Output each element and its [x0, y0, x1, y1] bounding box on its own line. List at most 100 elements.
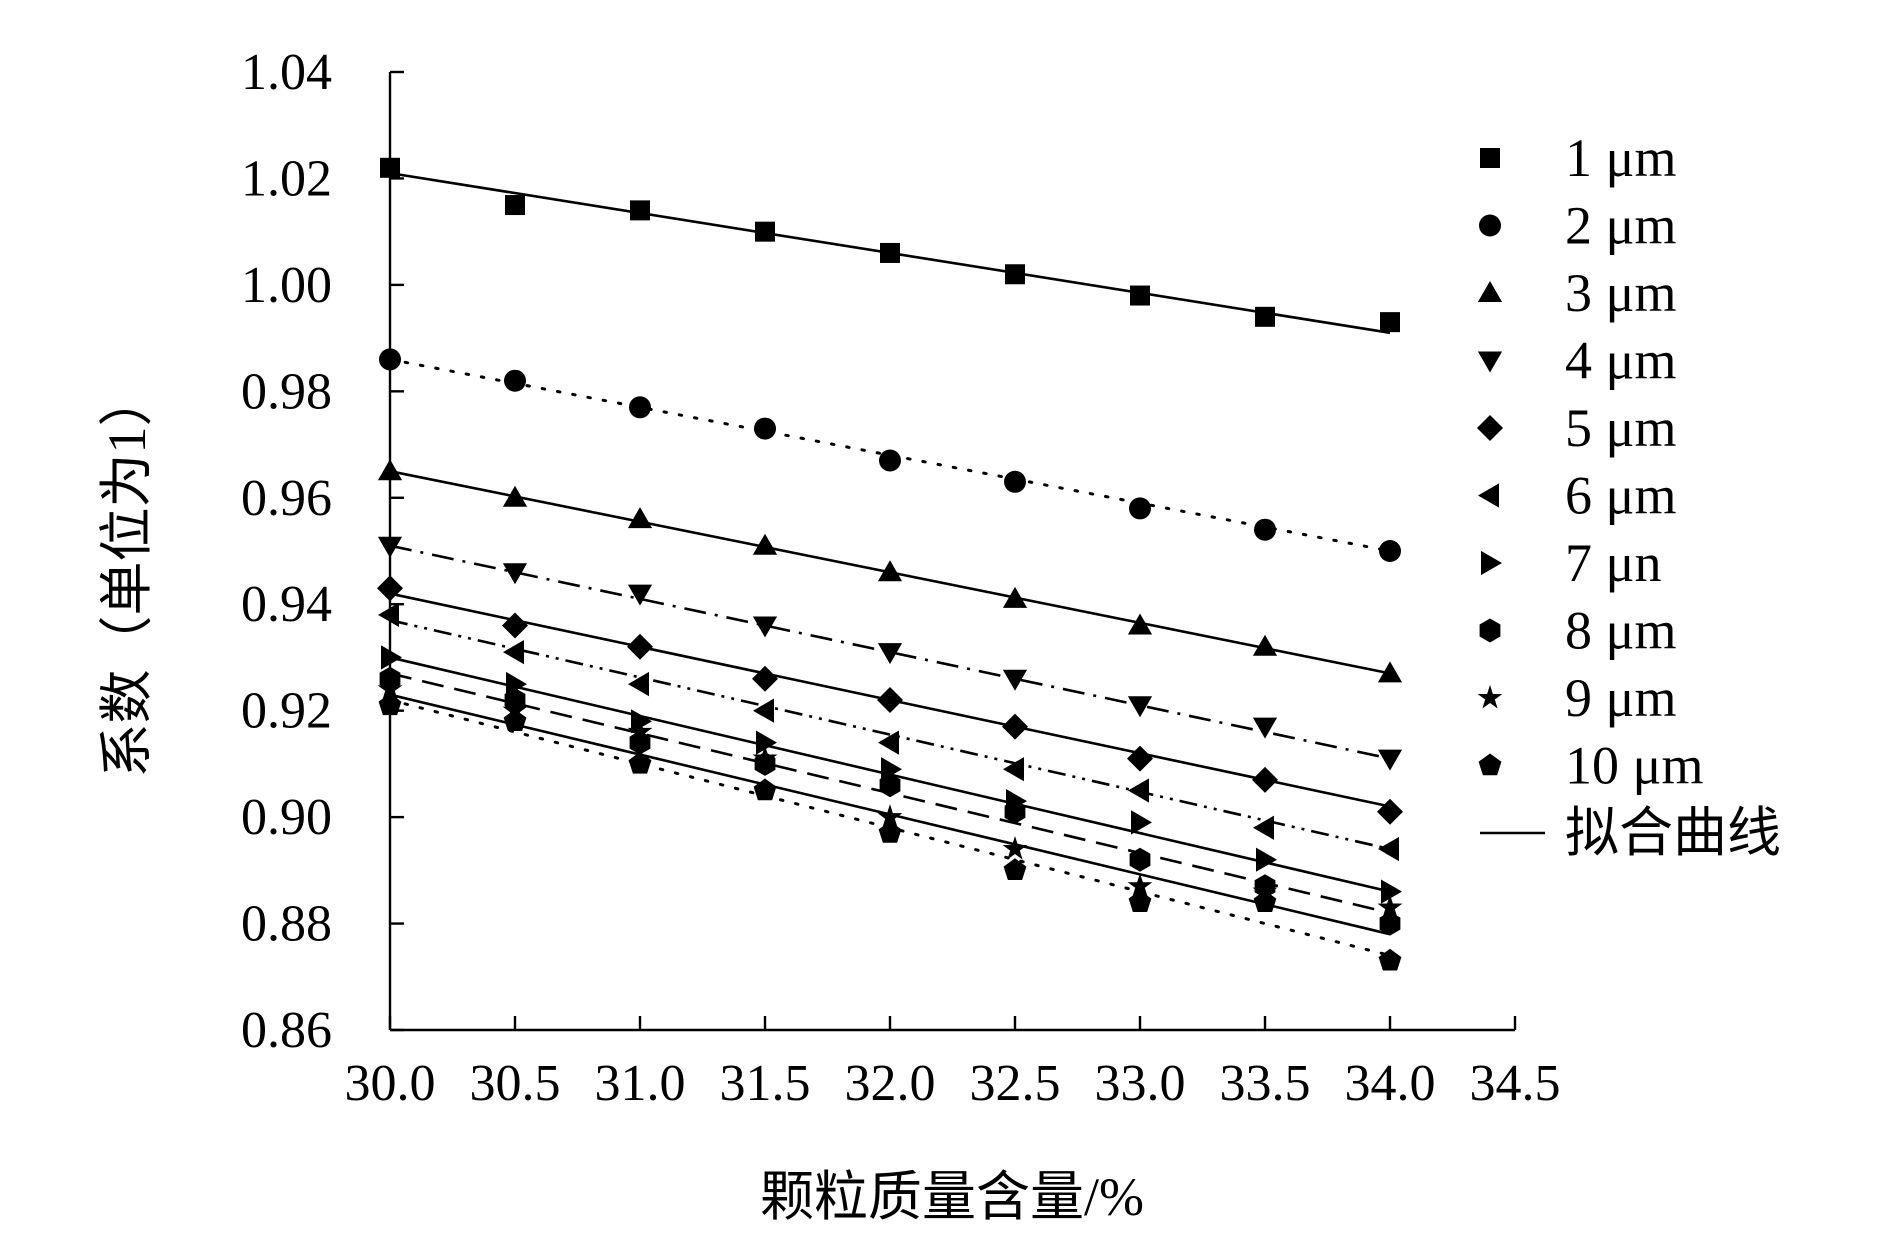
data-point [1004, 799, 1026, 824]
data-point [1255, 306, 1275, 327]
data-point [1377, 894, 1403, 919]
data-point [1003, 858, 1027, 880]
data-point [879, 773, 901, 798]
y-tick-label: 0.96 [241, 470, 332, 527]
data-point [629, 396, 651, 419]
data-point [752, 665, 778, 692]
ticks: 30.0 30.5 31.0 31.5 32.0 32.5 33.0 33.5 34.0 34.5… [241, 44, 1561, 1112]
series-10 [378, 693, 1402, 971]
x-tick-label: 33.5 [1220, 1055, 1311, 1112]
data-point [1003, 757, 1024, 782]
data-point [505, 195, 525, 216]
legend-label: 1 μm [1565, 128, 1676, 188]
data-point [627, 633, 653, 660]
y-tick-label: 0.88 [241, 896, 332, 953]
data-point [1377, 661, 1403, 683]
data-point [1004, 470, 1026, 493]
data-point [1381, 879, 1402, 904]
data-point [881, 757, 902, 782]
series-9 [377, 676, 1403, 936]
y-tick-label: 0.86 [241, 1002, 332, 1059]
fit-line [388, 698, 1392, 957]
y-axis-label: 系数（单位为1） [97, 373, 157, 778]
data-point [1377, 798, 1403, 825]
x-tick-label: 32.5 [970, 1055, 1061, 1112]
data-point [627, 719, 653, 743]
legend-label: 10 μm [1565, 736, 1703, 796]
legend-marker [1478, 483, 1499, 508]
legend: 1 μm 2 μm 3 μm 4 μm 5 μm 6 μm 7 μn 8 μm 9 μm 10 μ… [1477, 128, 1781, 863]
x-tick-label: 31.5 [720, 1055, 811, 1112]
data-point [1380, 312, 1400, 333]
legend-marker [1477, 351, 1503, 373]
data-point [1253, 890, 1277, 912]
data-point [630, 200, 650, 221]
data-point [877, 560, 903, 582]
data-point [1002, 586, 1028, 608]
legend-marker [1478, 753, 1502, 776]
data-point [502, 612, 528, 639]
y-tick-label: 1.02 [241, 150, 332, 207]
y-tick-label: 1.04 [241, 44, 332, 101]
x-tick-label: 31.0 [595, 1055, 686, 1112]
x-tick-label: 34.0 [1345, 1055, 1436, 1112]
legend-label: 8 μm [1565, 601, 1676, 661]
plot-area [377, 157, 1403, 971]
data-point [504, 369, 526, 392]
data-point [877, 643, 903, 665]
legend-label: 9 μm [1565, 668, 1676, 728]
data-point [631, 709, 652, 734]
data-point [1129, 847, 1151, 872]
legend-marker [1479, 618, 1501, 643]
data-point [756, 730, 777, 755]
data-point [1005, 264, 1025, 285]
data-point [1127, 873, 1153, 897]
data-point [1378, 948, 1402, 971]
legend-label: 拟合曲线 [1565, 803, 1781, 863]
data-point [628, 671, 649, 697]
data-point [1252, 634, 1278, 656]
fit-line [389, 618, 1391, 851]
y-tick-label: 1.00 [241, 257, 332, 314]
series-3 [377, 459, 1403, 683]
data-point [628, 751, 652, 774]
axes [388, 72, 1515, 1032]
series-6 [378, 602, 1399, 862]
legend-marker [1477, 685, 1503, 709]
legend-marker [1477, 281, 1503, 302]
data-point [879, 449, 901, 472]
data-point [880, 242, 900, 263]
data-point [627, 507, 653, 529]
data-point [753, 698, 774, 723]
y-tick-label: 0.98 [241, 363, 332, 420]
data-point [1128, 778, 1149, 803]
data-point [1131, 810, 1152, 835]
y-tick-label: 0.90 [241, 789, 332, 846]
data-point [503, 640, 524, 665]
data-point [506, 671, 527, 697]
data-point [378, 602, 399, 627]
data-point [754, 417, 776, 440]
x-tick-label: 32.0 [845, 1055, 936, 1112]
series-1 [380, 157, 1400, 335]
data-point [502, 563, 528, 585]
data-point [1379, 540, 1401, 562]
data-point [1127, 696, 1153, 718]
data-point [1002, 836, 1028, 860]
data-point [877, 804, 903, 828]
data-point [752, 616, 778, 638]
x-axis-label: 颗粒质量含量/% [760, 1167, 1144, 1227]
data-point [1378, 836, 1399, 862]
data-point [878, 730, 899, 755]
data-point [755, 221, 775, 242]
legend-label: 3 μm [1565, 263, 1676, 323]
legend-label: 2 μm [1565, 196, 1676, 256]
y-tick-label: 0.92 [241, 683, 332, 740]
x-tick-label: 30.0 [345, 1055, 436, 1112]
data-point [878, 821, 902, 843]
data-point [627, 584, 653, 606]
data-point [381, 645, 402, 670]
legend-label: 5 μm [1565, 398, 1676, 458]
legend-label: 4 μm [1565, 331, 1676, 391]
